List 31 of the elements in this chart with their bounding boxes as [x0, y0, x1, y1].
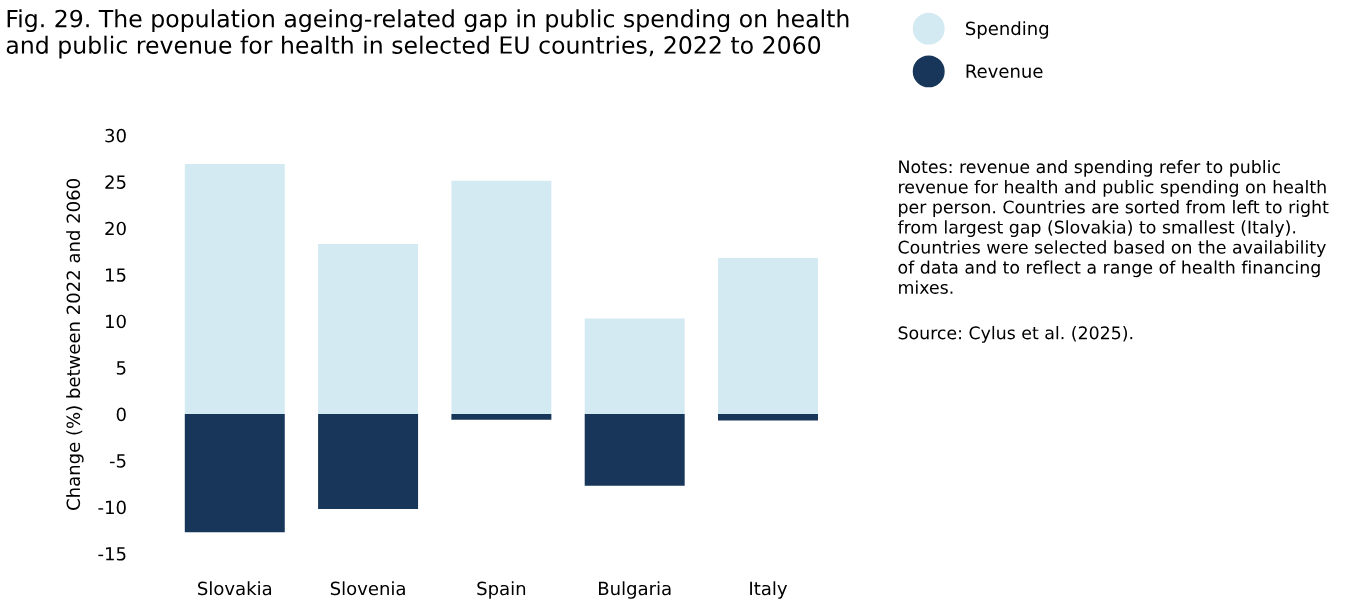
y-tick-label: 15 — [106, 268, 126, 282]
y-tick-label: 30 — [105, 128, 126, 143]
y-tick-label: -15 — [98, 547, 126, 561]
y-tick-label: 5 — [116, 361, 126, 375]
text: Notes: revenue and spending refer to public revenue for health and public spending on health per person. Countries are sorted from left to right from largest gap (Slovakia) to smallest (Italy). Countries were selected based on the availability of data and to reflect a range of health financing mixes. — [897, 159, 1329, 294]
x-tick-label: Italy — [750, 581, 788, 599]
source-note: Source: Cylus et al. (2025). — [898, 325, 1133, 343]
legend-label: Revenue — [966, 64, 1043, 78]
bar — [318, 414, 419, 509]
bar — [584, 414, 685, 486]
y-tick-label: 0 — [116, 407, 126, 422]
x-tick-label: Slovenia — [330, 581, 405, 596]
y-axis-title: Change (%) between 2022 and 2060 — [66, 179, 84, 510]
bar — [318, 244, 419, 415]
bar — [184, 164, 285, 415]
y-tick-label: -5 — [109, 454, 126, 468]
y-tick-label: 10 — [106, 314, 126, 329]
bar — [718, 414, 818, 421]
legend-label: Spending — [966, 21, 1049, 39]
bar — [451, 414, 552, 420]
bar — [184, 414, 285, 533]
y-tick-label: 20 — [105, 221, 126, 236]
x-tick-label: Spain — [477, 581, 526, 599]
y-tick-label: 25 — [105, 175, 126, 189]
bar — [584, 318, 685, 415]
chart-title: Fig. 29. The population ageing-related gap in public spending on health and public revenue for health in selected EU countries, 2022 to 2060 — [6, 9, 849, 59]
bar — [718, 257, 818, 415]
x-tick-label: Bulgaria — [599, 581, 671, 599]
y-tick-label: -10 — [98, 500, 126, 515]
bar — [451, 180, 552, 415]
x-tick-label: Slovakia — [198, 581, 272, 596]
